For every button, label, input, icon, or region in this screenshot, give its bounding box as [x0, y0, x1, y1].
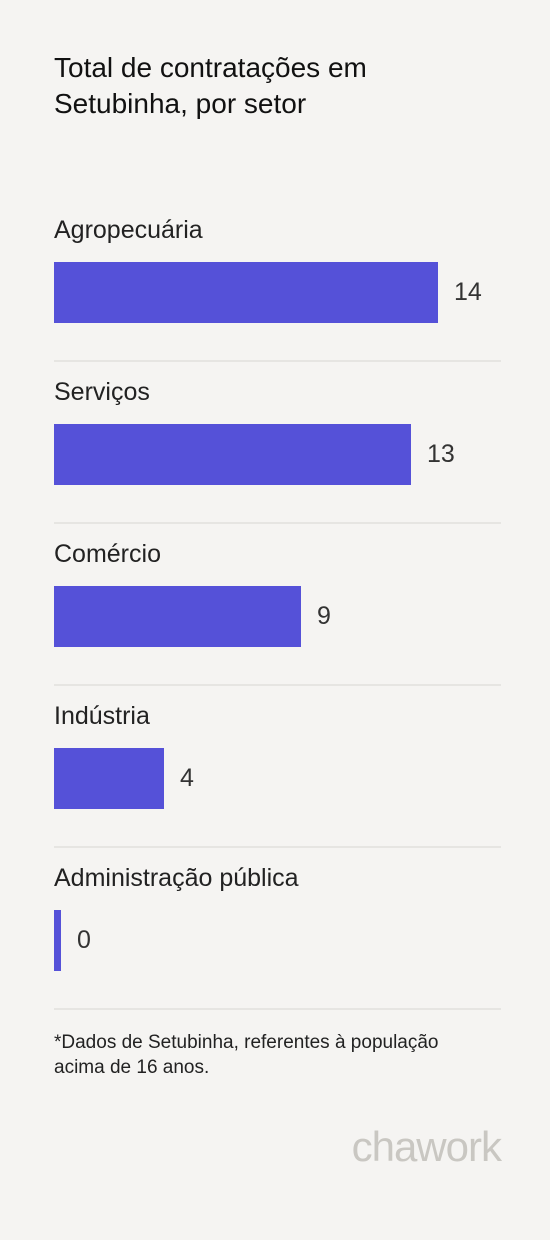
bar: [54, 424, 411, 485]
footnote: *Dados de Setubinha, referentes à popula…: [54, 1032, 439, 1078]
bar: [54, 910, 61, 971]
bar: [54, 586, 301, 647]
category-label: Serviços: [54, 378, 150, 406]
chawork-logo: chawork: [351, 1123, 502, 1170]
bar-value-label: 0: [77, 926, 91, 954]
bar-row: Comércio 9: [54, 524, 501, 686]
chart-title: Total de contratações em Setubinha, por …: [54, 52, 367, 119]
bar-row: Indústria 4: [54, 686, 501, 848]
bar: [54, 748, 164, 809]
category-label: Indústria: [54, 702, 150, 730]
category-label: Comércio: [54, 540, 161, 568]
category-label: Agropecuária: [54, 216, 203, 244]
bar-value-label: 14: [454, 278, 482, 306]
bar-row: Administração pública 0: [54, 848, 501, 1010]
bar-value-label: 13: [427, 440, 455, 468]
bar-row: Agropecuária 14: [54, 200, 501, 362]
bar-value-label: 4: [180, 764, 194, 792]
bar-row: Serviços 13: [54, 362, 501, 524]
bar-value-label: 9: [317, 602, 331, 630]
bar-chart: Agropecuária 14 Serviços 13 Comércio 9 Indústr…: [54, 200, 501, 1010]
bar: [54, 262, 438, 323]
category-label: Administração pública: [54, 864, 299, 892]
